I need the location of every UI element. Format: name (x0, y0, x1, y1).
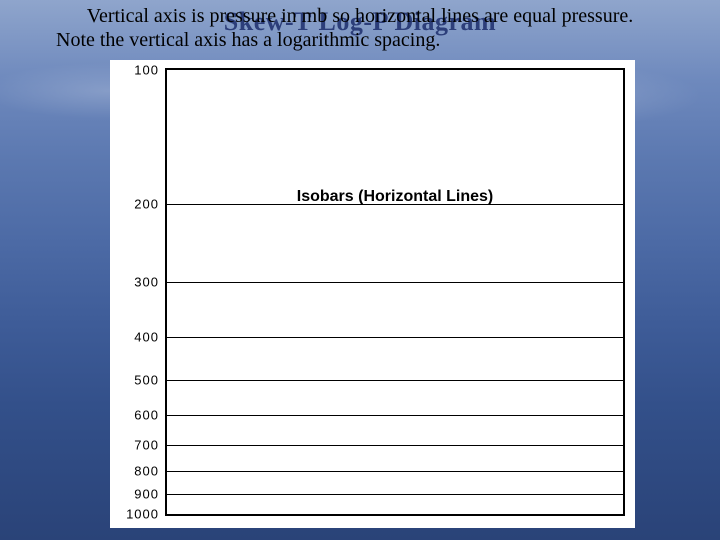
isobar-line (167, 380, 623, 381)
isobar-line (167, 445, 623, 446)
isobar-line (167, 471, 623, 472)
caption: Vertical axis is pressure in mb so horiz… (0, 4, 720, 52)
isobar-line (167, 204, 623, 205)
y-tick-label: 200 (134, 196, 167, 211)
y-tick-label: 900 (134, 486, 167, 501)
plot-area: Isobars (Horizontal Lines) 1002003004005… (165, 68, 625, 516)
y-tick-label: 800 (134, 463, 167, 478)
isobar-line (167, 282, 623, 283)
isobar-line (167, 494, 623, 495)
y-tick-label: 700 (134, 438, 167, 453)
slide: Skew-T Log-P Diagram Vertical axis is pr… (0, 0, 720, 540)
y-tick-label: 1000 (126, 507, 167, 522)
y-tick-label: 500 (134, 373, 167, 388)
y-tick-label: 600 (134, 408, 167, 423)
isobar-line (167, 337, 623, 338)
isobar-line (167, 415, 623, 416)
y-tick-label: 300 (134, 274, 167, 289)
caption-line-2: Note the vertical axis has a logarithmic… (0, 28, 720, 52)
caption-line-1: Vertical axis is pressure in mb so horiz… (0, 4, 720, 28)
y-tick-label: 400 (134, 330, 167, 345)
skewt-chart: Isobars (Horizontal Lines) 1002003004005… (110, 60, 635, 528)
y-tick-label: 100 (134, 63, 167, 78)
